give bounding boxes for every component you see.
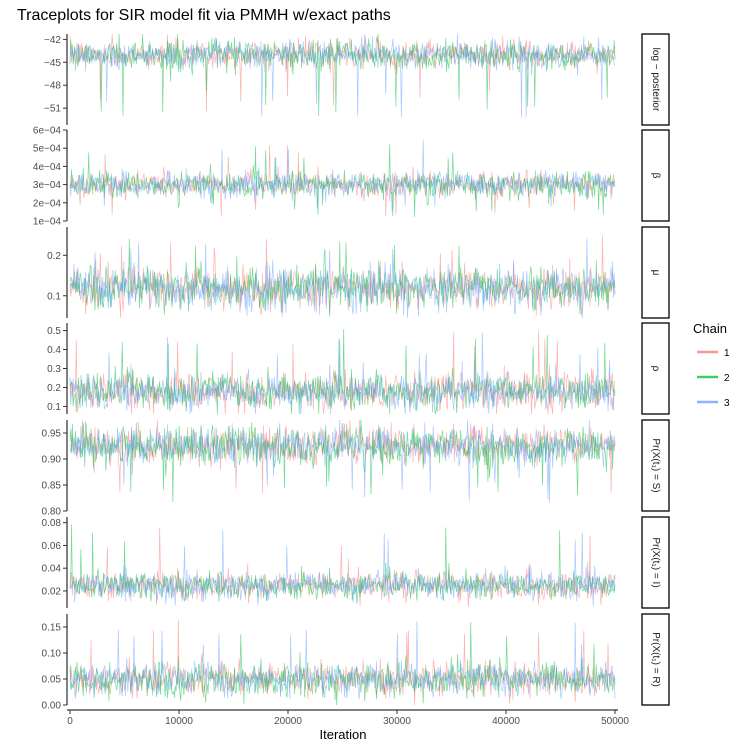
facet-strip-label: Pr(X(t₁) = I) <box>650 537 661 587</box>
y-tick-label: 0.3 <box>47 364 61 375</box>
y-tick-label: 2e−04 <box>33 198 62 209</box>
trace-line-chain-2 <box>69 622 616 706</box>
y-tick-label: 0.90 <box>42 455 62 466</box>
y-tick-label: 1e−04 <box>33 217 62 228</box>
facet-strip-label: β <box>650 173 661 179</box>
legend-label-chain-2: 2 <box>724 373 730 384</box>
trace-line-chain-1 <box>69 620 616 706</box>
y-tick-label: 0.2 <box>47 383 61 394</box>
trace-line-chain-3 <box>69 621 616 700</box>
panel-0: −42 −45 −48 −51 log − posterior <box>44 33 670 126</box>
x-tick-label: 10000 <box>165 716 193 727</box>
facet-strip <box>641 226 670 319</box>
facet-strip-label: Pr(X(t₁) = R) <box>650 632 661 687</box>
facet-strip <box>641 33 670 126</box>
y-tick-label: 0.00 <box>42 701 62 712</box>
panel-3: 0.1 0.2 0.3 0.4 0.5 ρ <box>47 322 670 415</box>
y-tick-label: 0.5 <box>47 326 61 337</box>
chart-title: Traceplots for SIR model fit via PMMH w/… <box>17 7 391 24</box>
trace-line-chain-3 <box>69 140 616 212</box>
facet-strip <box>641 419 670 512</box>
facet-strip <box>641 516 670 609</box>
y-tick-label: 0.1 <box>47 291 61 302</box>
facet-strip-label: Pr(X(t₁) = S) <box>650 438 661 492</box>
y-tick-label: 0.05 <box>42 675 62 686</box>
y-tick-label: 0.80 <box>42 507 62 518</box>
y-tick-label: 0.1 <box>47 402 61 413</box>
y-tick-label: 0.4 <box>47 345 61 356</box>
legend-label-chain-1: 1 <box>724 348 730 359</box>
panel-2: 0.1 0.2 μ <box>47 226 670 319</box>
legend: Chain 1 2 3 <box>693 321 730 409</box>
trace-line-chain-3 <box>69 332 616 415</box>
trace-line-chain-1 <box>69 528 616 607</box>
trace-line-chain-2 <box>69 524 616 604</box>
trace-line-chain-2 <box>69 33 616 117</box>
panel-6: 0.00 0.05 0.10 0.15 Pr(X(t₁) = R) <box>42 613 670 712</box>
y-tick-label: −48 <box>44 81 61 92</box>
panel-5: 0.02 0.04 0.06 0.08 Pr(X(t₁) = I) <box>42 516 670 609</box>
y-tick-label: 6e−04 <box>33 126 62 137</box>
trace-line-chain-2 <box>69 329 616 415</box>
legend-label-chain-3: 3 <box>724 398 730 409</box>
y-tick-label: 0.2 <box>47 251 61 262</box>
y-tick-label: −45 <box>44 58 61 69</box>
x-tick-label: 0 <box>67 716 73 727</box>
x-tick-label: 20000 <box>274 716 302 727</box>
y-tick-label: −51 <box>44 104 61 115</box>
facet-strip <box>641 613 670 706</box>
y-tick-label: 0.02 <box>42 586 62 597</box>
facet-strip <box>641 129 670 222</box>
legend-title: Chain <box>693 321 727 336</box>
trace-line-chain-2 <box>69 144 616 217</box>
trace-line-chain-3 <box>69 33 616 118</box>
x-axis-label: Iteration <box>320 727 367 742</box>
y-tick-label: 0.06 <box>42 541 62 552</box>
x-tick-label: 40000 <box>492 716 520 727</box>
y-tick-label: −42 <box>44 35 61 46</box>
y-tick-label: 0.85 <box>42 481 62 492</box>
y-tick-label: 4e−04 <box>33 162 62 173</box>
y-tick-label: 0.04 <box>42 564 62 575</box>
facet-strip-label: μ <box>650 270 661 276</box>
x-axis: 0 10000 20000 30000 40000 50000 <box>67 709 629 727</box>
x-tick-label: 50000 <box>601 716 629 727</box>
trace-line-chain-3 <box>69 419 616 503</box>
y-tick-label: 5e−04 <box>33 144 62 155</box>
trace-line-chain-1 <box>69 34 616 111</box>
trace-line-chain-3 <box>69 238 616 319</box>
facet-strip <box>641 322 670 415</box>
facet-strip-label: ρ <box>650 366 661 372</box>
panel-1: 1e−04 2e−04 3e−04 4e−04 5e−04 6e−04 β <box>33 126 670 228</box>
y-tick-label: 0.15 <box>42 623 62 634</box>
y-tick-label: 0.10 <box>42 649 62 660</box>
trace-line-chain-3 <box>69 530 616 607</box>
y-tick-label: 3e−04 <box>33 180 62 191</box>
y-tick-label: 0.95 <box>42 429 62 440</box>
y-tick-label: 0.08 <box>42 518 62 529</box>
trace-line-chain-1 <box>69 331 616 415</box>
x-tick-label: 30000 <box>383 716 411 727</box>
panel-4: 0.80 0.85 0.90 0.95 Pr(X(t₁) = S) <box>42 419 670 518</box>
facet-panels: −42 −45 −48 −51 log − posterior 1e−04 2e−04 3e−… <box>33 33 670 712</box>
facet-strip-label: log − posterior <box>650 48 661 112</box>
